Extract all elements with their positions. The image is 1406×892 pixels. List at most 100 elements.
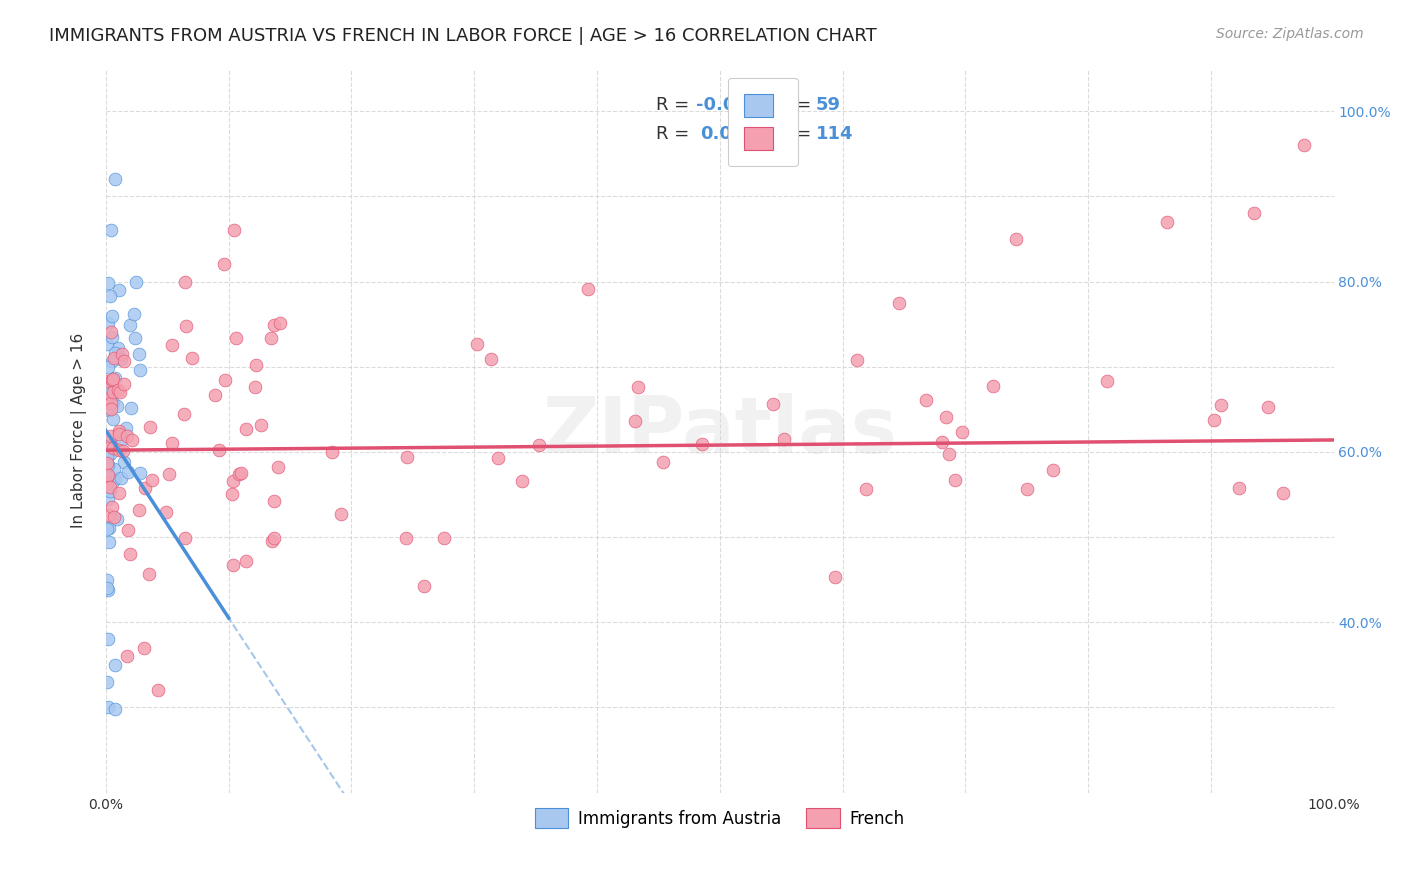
Point <box>263 493 285 508</box>
Point <box>104 702 127 716</box>
Point <box>100 438 122 452</box>
Point <box>96 336 118 351</box>
Point <box>96 475 118 490</box>
Point <box>104 657 127 672</box>
Text: IMMIGRANTS FROM AUSTRIA VS FRENCH IN LABOR FORCE | AGE > 16 CORRELATION CHART: IMMIGRANTS FROM AUSTRIA VS FRENCH IN LAB… <box>49 27 877 45</box>
Point <box>115 649 138 664</box>
Point <box>225 331 247 345</box>
Point <box>97 458 120 472</box>
Point <box>1292 138 1315 153</box>
Point <box>141 473 163 487</box>
Point <box>1257 400 1279 414</box>
Point <box>111 432 134 446</box>
Text: R =: R = <box>657 95 695 113</box>
Point <box>97 316 120 330</box>
Point <box>321 444 343 458</box>
Point <box>396 450 419 465</box>
Point <box>174 318 197 333</box>
Point <box>128 347 150 361</box>
Point <box>96 374 118 388</box>
Point <box>931 434 953 449</box>
Point <box>108 443 131 458</box>
Point <box>96 456 118 470</box>
Point <box>1004 232 1026 246</box>
Point <box>96 376 118 391</box>
Point <box>1156 215 1178 229</box>
Point <box>228 467 250 481</box>
Point <box>174 275 197 289</box>
Point <box>117 466 139 480</box>
Point <box>96 398 118 412</box>
Point <box>98 521 121 535</box>
Point <box>214 373 236 387</box>
Point <box>413 579 436 593</box>
Point <box>96 450 118 464</box>
Point <box>96 522 118 536</box>
Point <box>103 412 125 426</box>
Point <box>100 325 122 339</box>
Point <box>114 421 136 435</box>
Point <box>96 573 118 587</box>
Point <box>1042 463 1064 477</box>
Point <box>263 318 285 333</box>
Point <box>97 632 120 647</box>
Point <box>433 532 456 546</box>
Point <box>138 566 160 581</box>
Point <box>121 434 143 448</box>
Point <box>98 535 121 549</box>
Point <box>173 531 195 545</box>
Point <box>118 318 141 332</box>
Point <box>148 683 170 698</box>
Text: N =: N = <box>778 125 817 143</box>
Point <box>173 407 195 421</box>
Point <box>118 547 141 561</box>
Point <box>245 358 267 372</box>
Point <box>98 447 121 461</box>
Point <box>267 460 290 475</box>
Point <box>97 434 120 449</box>
Point <box>486 451 509 466</box>
Point <box>103 472 125 486</box>
Point <box>235 422 257 436</box>
Point <box>157 467 180 482</box>
Point <box>101 385 124 400</box>
Point <box>97 700 120 714</box>
Point <box>122 307 145 321</box>
Point <box>652 455 675 469</box>
Point <box>262 534 284 549</box>
Point <box>221 487 243 501</box>
Point <box>104 371 127 385</box>
Point <box>98 483 121 498</box>
Text: 0.009: 0.009 <box>700 125 756 143</box>
Point <box>97 402 120 417</box>
Point <box>96 392 118 406</box>
Point <box>222 558 245 572</box>
Point <box>1211 398 1233 412</box>
Point <box>97 508 120 522</box>
Point <box>845 353 868 368</box>
Point <box>263 531 285 545</box>
Point <box>108 283 131 297</box>
Point <box>98 289 121 303</box>
Point <box>269 316 291 330</box>
Point <box>160 435 183 450</box>
Point <box>855 482 877 496</box>
Text: ZIPatlas: ZIPatlas <box>543 392 897 468</box>
Point <box>108 385 131 400</box>
Point <box>111 347 134 361</box>
Point <box>943 473 966 487</box>
Point <box>101 330 124 344</box>
Point <box>104 472 127 486</box>
Point <box>104 345 127 359</box>
Point <box>112 444 135 458</box>
Point <box>96 468 118 483</box>
Point <box>935 409 957 424</box>
Point <box>155 505 177 519</box>
Point <box>108 427 131 442</box>
Point <box>124 331 146 345</box>
Point <box>103 351 125 365</box>
Point <box>100 401 122 416</box>
Point <box>101 442 124 456</box>
Point <box>112 455 135 469</box>
Point <box>624 414 647 428</box>
